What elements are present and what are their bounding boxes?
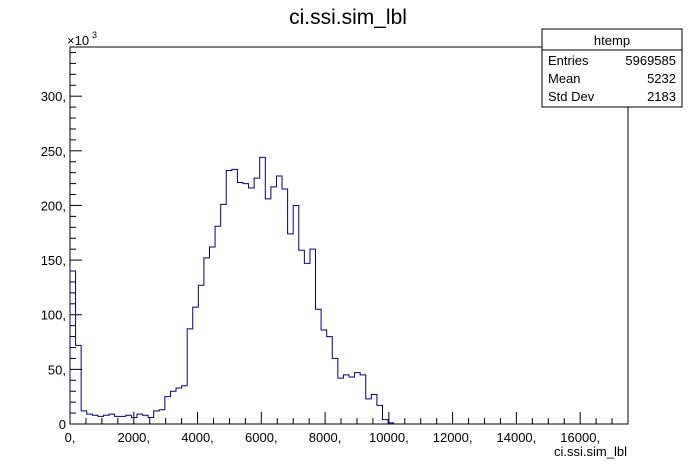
x-axis-label: ci.ssi.sim_lbl (554, 444, 627, 459)
stats-mean-value: 5232 (647, 71, 676, 86)
stats-box: htemp Entries 5969585 Mean 5232 Std Dev … (541, 28, 683, 108)
x-tick-label: 8000, (309, 430, 342, 445)
y-tick-label: 250, (41, 144, 66, 159)
y-axis: 0 50, 100, 150, 200, 250, 300, (41, 51, 82, 432)
y-tick-label: 0 (59, 417, 66, 432)
stats-stddev-label: Std Dev (548, 89, 595, 104)
y-tick-label: 100, (41, 308, 66, 323)
stats-entries-value: 5969585 (625, 53, 676, 68)
y-axis-multiplier: ×10 3 (67, 30, 97, 48)
stats-entries-label: Entries (548, 53, 589, 68)
plot-frame (69, 46, 629, 425)
x-tick-label: 12000, (433, 430, 473, 445)
x-tick-label: 6000, (245, 430, 278, 445)
y-multiplier-base: ×10 (67, 33, 89, 48)
stats-stddev-value: 2183 (647, 89, 676, 104)
y-multiplier-exponent: 3 (92, 30, 97, 40)
histogram-series-line (69, 156, 395, 424)
stats-box-frame (541, 28, 683, 108)
y-tick-label: 50, (48, 362, 66, 377)
chart-title: ci.ssi.sim_lbl (289, 6, 407, 29)
x-tick-label: 16000, (560, 430, 600, 445)
x-tick-label: 4000, (181, 430, 214, 445)
y-tick-label: 150, (41, 253, 66, 268)
x-axis: 0, 2000, 4000, 6000, 8000, 10000, 12000, 14000,… (65, 412, 629, 445)
y-tick-label: 200, (41, 198, 66, 213)
x-tick-label: 10000, (369, 430, 409, 445)
stats-mean-label: Mean (548, 71, 581, 86)
stats-box-title: htemp (594, 33, 630, 48)
x-tick-label: 0, (65, 430, 76, 445)
x-tick-label: 14000, (497, 430, 537, 445)
x-tick-label: 2000, (117, 430, 150, 445)
y-tick-label: 300, (41, 89, 66, 104)
